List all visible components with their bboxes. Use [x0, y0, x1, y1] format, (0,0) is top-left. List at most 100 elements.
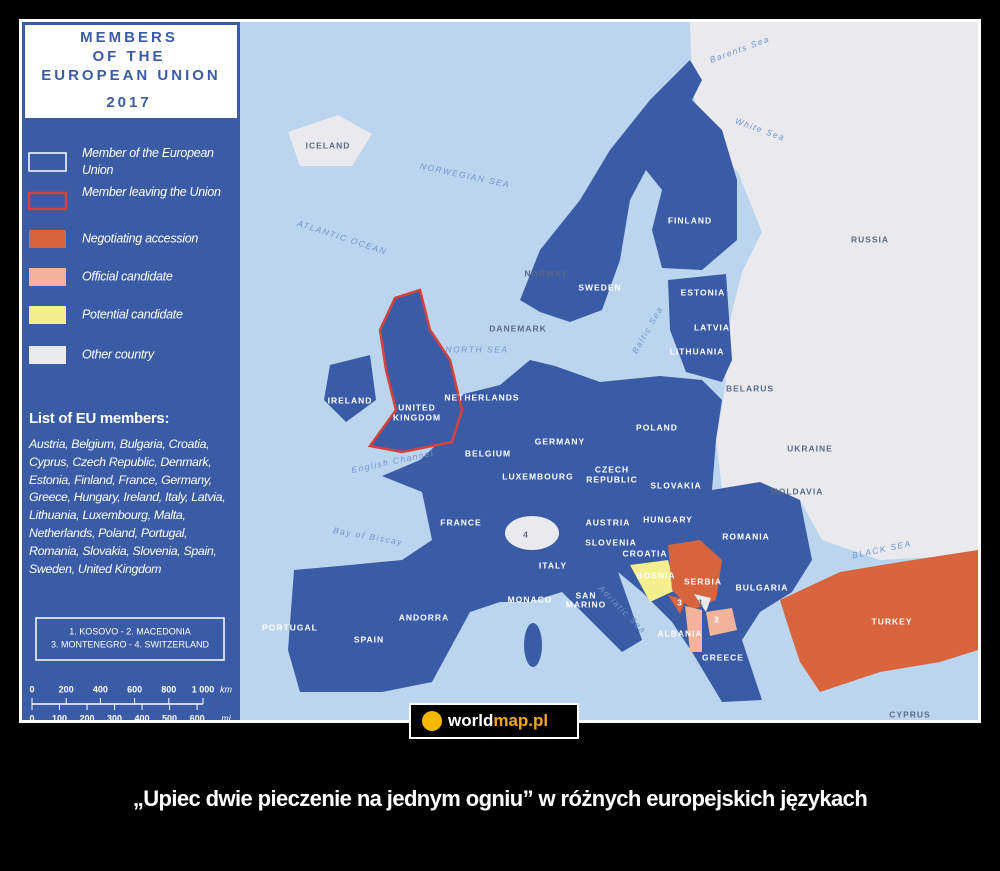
baltics — [668, 274, 732, 382]
map-label: RUSSIA — [851, 234, 889, 244]
legend-swatch — [29, 230, 66, 248]
map-label: REPUBLIC — [586, 474, 637, 484]
scale-label: 500 — [162, 713, 177, 723]
map-label: 1 — [698, 597, 704, 607]
legend-swatch — [29, 268, 66, 286]
key-line: 1. KOSOVO - 2. MACEDONIA — [69, 626, 191, 636]
map-label: 2 — [714, 614, 720, 624]
map-label: KINGDOM — [393, 412, 441, 422]
map-label: CZECH — [595, 464, 629, 474]
map-label: MARINO — [566, 599, 606, 609]
russia-region — [690, 22, 978, 560]
map-label: MONACO — [508, 594, 553, 604]
map-label: 4 — [523, 529, 529, 539]
map-label: ANDORRA — [399, 612, 449, 622]
map-label: ALBANIA — [657, 628, 702, 638]
map-label: LUXEMBOURG — [502, 471, 573, 481]
united-kingdom — [367, 288, 464, 454]
logo-word: world — [447, 711, 493, 730]
scale-label: 300 — [107, 713, 122, 723]
map-label: SAN — [576, 590, 597, 600]
map-label: BOSNIA — [636, 570, 675, 580]
legend: Member of the European Union Member leavin… — [27, 146, 221, 364]
scandinavia — [520, 60, 737, 322]
macedonia — [706, 608, 737, 636]
scale-label: 0 — [29, 713, 34, 723]
logo-icon — [422, 711, 442, 731]
map-label: PORTUGAL — [262, 622, 318, 632]
scale-label: 600 — [190, 713, 205, 723]
scale-label: 1 000 — [192, 684, 215, 694]
land — [288, 22, 978, 702]
map-label: UKRAINE — [787, 443, 833, 453]
key-box — [35, 617, 225, 661]
members-heading: List of EU members: — [29, 410, 170, 427]
map-label: UNITED — [398, 402, 436, 412]
map-label: IRELAND — [328, 395, 373, 405]
frame-bottom — [19, 720, 410, 723]
scale-label: 100 — [52, 713, 67, 723]
map-label: HUNGARY — [643, 514, 693, 524]
legend-label: Other country — [82, 347, 155, 361]
map-label: 3 — [677, 597, 683, 607]
map-label: LATVIA — [694, 322, 730, 332]
legend-label: Official candidate — [82, 269, 173, 283]
map-label: SERBIA — [684, 576, 722, 586]
legend-label: Member leaving the Union — [82, 185, 221, 199]
scale-label: 400 — [135, 713, 150, 723]
legend-swatch — [29, 306, 66, 324]
key-line: 3. MONTENEGRO - 4. SWITZERLAND — [51, 639, 210, 649]
members-list: Austria, Belgium, Bulgaria, Croatia, Cyp… — [29, 437, 226, 576]
legend-swatch — [28, 152, 67, 172]
title-line: MEMBERS — [80, 29, 178, 46]
map-label: BULGARIA — [736, 582, 789, 592]
caption: „Upiec dwie pieczenie na jednym ogniu” w… — [132, 786, 868, 811]
scale-label: 400 — [93, 684, 108, 694]
scale-label: 600 — [127, 684, 142, 694]
map-label: ROMANIA — [722, 531, 770, 541]
map-label: SPAIN — [354, 634, 384, 644]
map-label: SWEDEN — [578, 282, 621, 292]
iceland — [288, 115, 372, 166]
map-label: NORTH SEA — [446, 344, 509, 354]
map-label: MOLDAVIA — [771, 486, 824, 496]
legend-label: Member of the European Union — [82, 146, 214, 177]
montenegro — [668, 595, 686, 614]
switzerland — [505, 516, 559, 550]
map-label: BELGIUM — [465, 448, 511, 458]
map-label: NETHERLANDS — [444, 392, 519, 402]
scale-bar: 0 200 400 600 800 1 000 km 0 100 200 300 400 500 600 m… — [29, 684, 232, 723]
albania — [685, 606, 702, 652]
scale-label: 200 — [59, 684, 74, 694]
scale-label: 800 — [161, 684, 176, 694]
map-label: NORWAY — [524, 268, 567, 278]
map-label: DANEMARK — [489, 323, 547, 333]
title-box — [25, 25, 237, 118]
map-label: LITHUANIA — [670, 346, 725, 356]
serbia — [668, 540, 722, 610]
legend-swatch — [29, 346, 66, 364]
scale-label: 200 — [80, 713, 95, 723]
logo-text: worldmap.pl — [447, 711, 548, 730]
legend-panel — [22, 22, 240, 720]
map-label: ITALY — [539, 560, 567, 570]
map-label: SLOVAKIA — [650, 480, 701, 490]
legend-swatch — [27, 191, 68, 211]
title-line: EUROPEAN UNION — [41, 67, 221, 84]
map-label: BELARUS — [726, 383, 774, 393]
legend-label: Potential candidate — [82, 307, 183, 321]
map-label: AUSTRIA — [586, 517, 631, 527]
title-line: OF THE — [93, 48, 166, 65]
map-label: TURKEY — [872, 616, 913, 626]
map-label: GERMANY — [535, 436, 585, 446]
map-label: CYPRUS — [889, 709, 930, 719]
turkey — [780, 550, 978, 692]
title-year: 2017 — [106, 94, 151, 111]
scale-label: 0 — [29, 684, 34, 694]
bosnia — [630, 560, 676, 602]
map-label: ESTONIA — [681, 287, 726, 297]
kosovo — [694, 594, 711, 612]
sardinia — [524, 623, 542, 667]
